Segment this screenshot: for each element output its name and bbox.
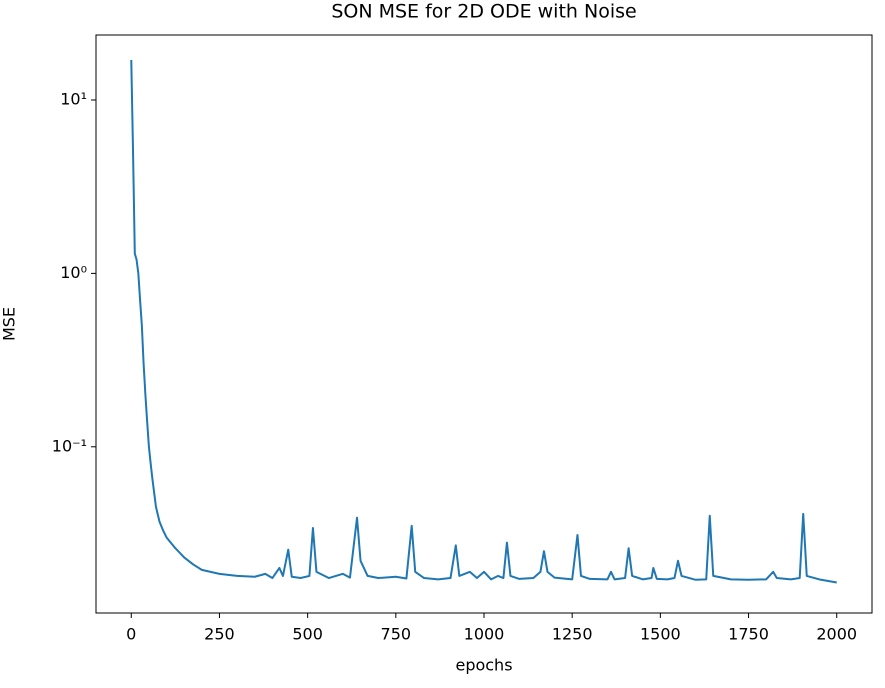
x-tick-label: 750	[381, 625, 412, 644]
x-axis-label: epochs	[455, 656, 512, 675]
y-tick-label: 10⁻¹	[52, 436, 87, 455]
x-tick-label: 500	[292, 625, 323, 644]
x-tick-label: 250	[204, 625, 235, 644]
chart-title: SON MSE for 2D ODE with Noise	[331, 1, 636, 23]
x-tick-label: 1500	[640, 625, 681, 644]
x-tick-label: 0	[126, 625, 136, 644]
plot-frame	[95, 34, 873, 614]
x-tick-label: 1250	[552, 625, 593, 644]
y-tick-label: 10¹	[60, 89, 87, 108]
y-tick-label: 10⁰	[60, 263, 87, 282]
y-axis-label: MSE	[0, 307, 19, 341]
x-tick-label: 1000	[464, 625, 505, 644]
data-line	[130, 60, 837, 584]
x-tick-label: 1750	[728, 625, 769, 644]
x-tick-label: 2000	[816, 625, 857, 644]
